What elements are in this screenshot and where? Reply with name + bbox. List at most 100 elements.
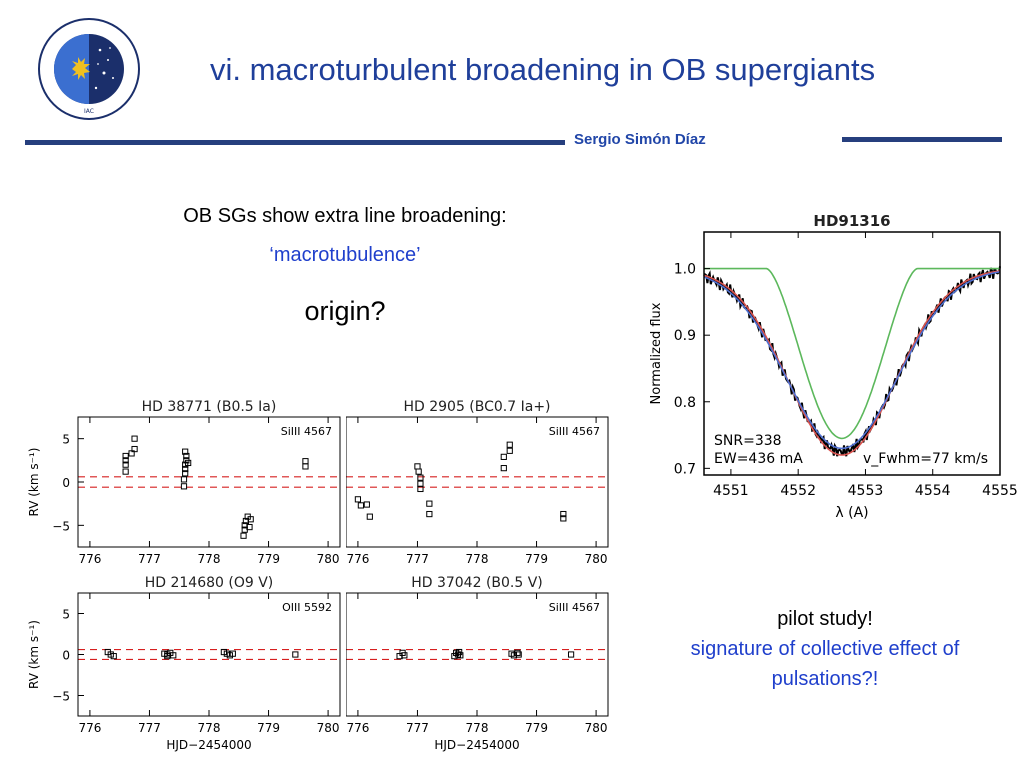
line-annotation: SiIII 4567 (549, 425, 600, 438)
data-point-6 (131, 435, 138, 442)
x-tick-label: 4552 (780, 483, 816, 499)
x-tick-label: 779 (257, 552, 280, 566)
spectrum-line-0 (703, 266, 1001, 457)
data-point-16 (560, 515, 567, 522)
data-point-15 (560, 510, 567, 518)
data-point-7 (457, 652, 464, 659)
data-point-7 (417, 480, 424, 487)
x-tick-label: 776 (346, 721, 369, 735)
data-point-10 (426, 510, 433, 518)
data-point-11 (229, 650, 236, 657)
data-point-8 (417, 485, 424, 493)
data-point-2 (363, 501, 370, 508)
x-tick-label: 776 (346, 552, 369, 566)
spectrum-panel-hd91316: HD91316 4551 4552 4553 4554 4555 1.0 0.9 0.8 0.7 λ… (649, 212, 1018, 520)
x-tick-label: 778 (466, 721, 489, 735)
rv-panel-hd37042: HD 37042 (B0.5 V) SiIII 4567 776 777 778 779 7… (346, 575, 609, 752)
x-tick-label: 780 (585, 721, 608, 735)
data-point-6 (456, 648, 463, 656)
spectrum-annotation-1: EW=436 mA (714, 451, 803, 467)
x-tick-label: 4553 (848, 483, 884, 499)
data-point-9 (182, 470, 189, 477)
x-tick-label: 779 (525, 552, 548, 566)
x-axis-label: HJD−2454000 (434, 738, 519, 752)
x-tick-label: 4551 (713, 483, 749, 499)
x-tick-label: 780 (317, 721, 340, 735)
header-rule-left (25, 140, 565, 145)
x-tick-label: 777 (138, 552, 161, 566)
data-point-0 (354, 496, 362, 503)
chart-title: HD91316 (813, 212, 890, 230)
logo-text: IAC (84, 108, 94, 115)
line-annotation: OIII 5592 (282, 601, 332, 614)
pilot-study-text: pilot study! (777, 608, 873, 630)
data-point-6 (417, 474, 424, 481)
data-point-1 (357, 502, 364, 509)
data-point-10 (514, 649, 521, 656)
x-tick-label: 778 (198, 552, 221, 566)
x-tick-label: 777 (406, 552, 429, 566)
data-point-21 (246, 523, 253, 531)
line-annotation: SiIII 4567 (281, 425, 332, 438)
chart-title: HD 38771 (B0.5 Ia) (142, 399, 277, 415)
data-point-13 (183, 452, 190, 460)
data-point-7 (180, 483, 188, 490)
sun-icon (72, 57, 90, 80)
x-tick-label: 780 (317, 552, 340, 566)
x-tick-label: 4555 (982, 483, 1018, 499)
spectrum-annotation-2: v_Fwhm=77 km/s (863, 451, 988, 467)
y-axis-label: RV (km s⁻¹) (27, 448, 41, 517)
x-tick-label: 779 (525, 721, 548, 735)
data-point-3 (451, 653, 458, 660)
data-point-2 (110, 653, 117, 660)
spectrum-line-3 (704, 267, 1000, 440)
author-name: Sergio Simón Díaz (574, 131, 706, 148)
data-point-12 (500, 453, 507, 460)
data-point-2 (401, 652, 408, 659)
y-tick-label: 1.0 (674, 262, 696, 278)
data-point-12 (292, 651, 299, 658)
data-point-8 (180, 476, 188, 483)
slide-title: vi. macroturbulent broadening in OB supe… (210, 52, 876, 87)
spectrum-line-1 (703, 270, 1001, 456)
data-point-16 (240, 532, 247, 539)
data-point-14 (506, 441, 513, 448)
x-tick-label: 778 (198, 721, 221, 735)
rv-panel-hd214680: HD 214680 (O9 V) OIII 5592 776 777 778 779 780… (27, 575, 341, 752)
signature-text: signature of collective effect of (690, 638, 960, 660)
y-tick-label: 5 (62, 608, 70, 622)
data-point-13 (506, 447, 513, 454)
x-axis-label: HJD−2454000 (166, 738, 251, 752)
data-point-5 (131, 445, 138, 453)
x-axis-label: λ (A) (835, 505, 868, 520)
x-tick-label: 777 (138, 721, 161, 735)
y-axis-label: Normalized flux (649, 302, 664, 404)
x-tick-label: 4554 (915, 483, 951, 499)
line-annotation: SiIII 4567 (549, 601, 600, 614)
data-point-15 (185, 459, 192, 467)
spectrum-line-2 (703, 271, 1001, 450)
y-tick-label: 0.8 (674, 395, 696, 411)
data-point-22 (247, 516, 254, 523)
stars-icon (94, 47, 114, 90)
data-point-11 (500, 465, 507, 472)
y-axis-label: RV (km s⁻¹) (27, 620, 41, 689)
data-point-1 (122, 461, 129, 468)
data-point-24 (302, 458, 309, 465)
pulsations-text: pulsations?! (771, 668, 879, 690)
chart-title: HD 2905 (BC0.7 Ia+) (403, 399, 550, 415)
data-point-10 (182, 465, 189, 473)
data-point-12 (567, 651, 575, 658)
x-tick-label: 779 (257, 721, 280, 735)
y-tick-label: −5 (52, 519, 70, 533)
spectrum-annotation-0: SNR=338 (714, 433, 782, 449)
x-tick-label: 776 (78, 552, 101, 566)
y-tick-label: 0 (62, 649, 70, 663)
header-rule-right (842, 137, 1002, 142)
plot-frame (703, 231, 1001, 476)
y-tick-label: 0.7 (674, 461, 696, 477)
macroturbulence-label: ‘macrotubulence’ (269, 244, 421, 266)
data-point-4 (414, 463, 421, 470)
data-point-0 (122, 468, 129, 475)
data-point-2 (122, 457, 129, 464)
